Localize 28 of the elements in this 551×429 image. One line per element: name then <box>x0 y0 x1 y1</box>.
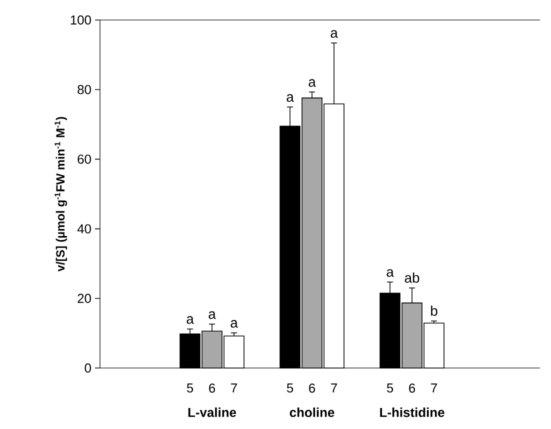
y-tick-label: 100 <box>70 15 91 25</box>
y-tick-label: 0 <box>84 363 91 373</box>
x-tick-label: choline <box>290 408 334 418</box>
y-tick-label: 20 <box>78 294 91 303</box>
text: 5 <box>286 384 294 393</box>
text: 7 <box>431 384 437 392</box>
y-tick-label: 40 <box>77 224 91 234</box>
annotation: a <box>186 316 194 324</box>
text: 7 <box>331 384 337 392</box>
text: 6 <box>409 384 416 393</box>
annotation: a <box>386 269 394 277</box>
annotation: a <box>286 94 294 102</box>
y-tick-label: 60 <box>78 154 91 164</box>
x-tick-label: L-valine <box>188 408 236 418</box>
annotation: b <box>431 306 438 316</box>
annotation: ab <box>404 272 420 283</box>
x-tick-label: L-histidine <box>380 408 444 418</box>
y-tick-label: 80 <box>78 85 91 94</box>
annotation: a <box>330 30 338 38</box>
y-axis-title: v/[S] (µmol g$^{-1}$FW min$^{-1}$ M$^{-1}$) <box>54 117 68 272</box>
series-label: 6 <box>209 384 216 393</box>
series-label: 5 <box>186 384 194 393</box>
annotation: a <box>308 79 316 87</box>
text: 5 <box>386 384 394 393</box>
text: 6 <box>309 384 316 393</box>
annotation: a <box>208 311 216 319</box>
annotation: a <box>230 320 238 328</box>
series-label: 7 <box>231 384 237 392</box>
